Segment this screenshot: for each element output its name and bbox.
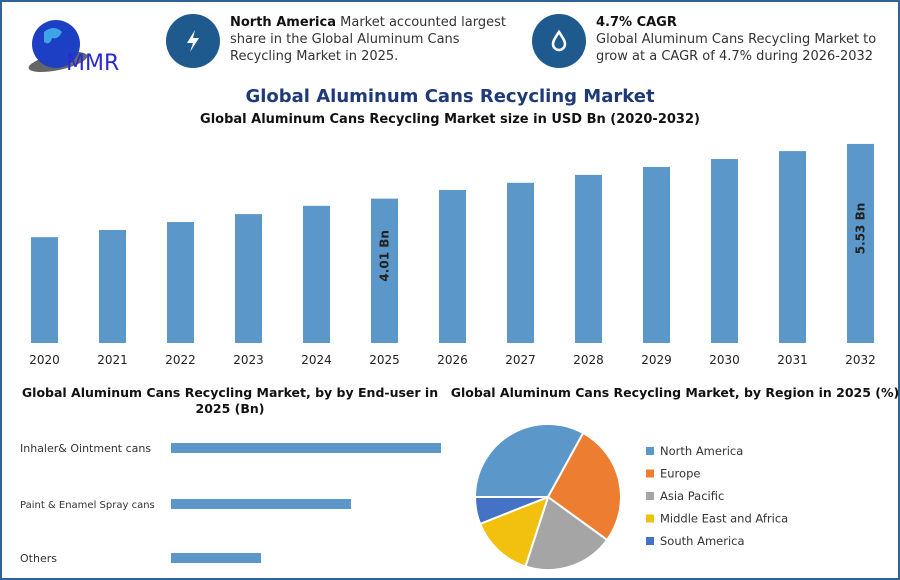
x-tick-2032: 2032	[845, 353, 876, 367]
legend-label: South America	[660, 534, 745, 548]
category-label: Others	[20, 552, 57, 565]
region-chart: North America Europe Asia Pacific Middle Ea…	[473, 423, 788, 571]
data-label-2025: 4.01 Bn	[378, 230, 392, 281]
x-tick-2024: 2024	[301, 353, 332, 367]
legend-swatch	[646, 447, 654, 455]
hbar	[171, 499, 351, 509]
bar-2027	[507, 182, 534, 343]
x-tick-2026: 2026	[437, 353, 468, 367]
x-tick-2023: 2023	[233, 353, 264, 367]
bar-2024	[303, 205, 330, 343]
legend-swatch	[646, 492, 654, 500]
mmr-logo: MMR	[18, 14, 138, 78]
enduser-chart: Inhaler& Ointment cans Paint & Enamel Spr…	[20, 442, 441, 565]
pie-slice-europe	[546, 431, 622, 542]
bar-2025	[371, 198, 398, 343]
info-cagr: 4.7% CAGR Global Aluminum Cans Recycling …	[532, 14, 892, 68]
x-tick-2030: 2030	[709, 353, 740, 367]
x-tick-2029: 2029	[641, 353, 672, 367]
hbar	[171, 553, 261, 563]
data-label-2032: 5.53 Bn	[854, 203, 868, 254]
bar-2031	[779, 151, 806, 343]
pie-slice-middle-east-and-africa	[478, 495, 550, 568]
legend-swatch	[646, 514, 654, 523]
x-tick-2028: 2028	[573, 353, 604, 367]
x-tick-2031: 2031	[777, 353, 808, 367]
region-chart-title: Global Aluminum Cans Recycling Market, b…	[450, 385, 900, 400]
pie-slice-north-america	[473, 423, 585, 498]
pie-slice-south-america	[473, 496, 549, 526]
info-north-america: North America Market accounted largest s…	[166, 14, 516, 68]
bar-2029	[643, 166, 670, 343]
hbar	[171, 443, 441, 453]
x-tick-2021: 2021	[97, 353, 128, 367]
bar-2021	[99, 229, 126, 343]
legend-label: North America	[660, 444, 743, 458]
bar-2023	[235, 214, 262, 343]
lightning-icon	[166, 14, 220, 68]
bar-2020	[31, 237, 58, 343]
x-tick-2022: 2022	[165, 353, 196, 367]
legend-label: Europe	[660, 467, 700, 481]
bar-2026	[439, 190, 466, 343]
info2-bold: 4.7% CAGR	[596, 15, 677, 30]
bar-2022	[167, 222, 194, 343]
x-tick-2025: 2025	[369, 353, 400, 367]
bar-2028	[575, 174, 602, 343]
svg-text:MMR: MMR	[66, 51, 119, 76]
pie-slice-asia-pacific	[524, 495, 609, 571]
x-tick-2020: 2020	[29, 353, 60, 367]
x-tick-2027: 2027	[505, 353, 536, 367]
bar-2030	[711, 159, 738, 343]
bar-2032	[847, 143, 874, 343]
main-title: Global Aluminum Cans Recycling Market	[245, 86, 655, 107]
category-label: Paint & Enamel Spray cans	[20, 500, 155, 511]
info1-bold: North America	[230, 15, 336, 30]
legend-label: Asia Pacific	[660, 489, 724, 503]
legend-label: Middle East and Africa	[660, 512, 788, 526]
bar-chart-title: Global Aluminum Cans Recycling Market si…	[200, 112, 700, 127]
legend-swatch	[646, 469, 654, 478]
water-drop-icon	[532, 14, 586, 68]
info1-text: Market accounted largest share in the Gl…	[230, 15, 506, 64]
info2-text: Global Aluminum Cans Recycling Market to…	[596, 32, 877, 64]
category-label: Inhaler& Ointment cans	[20, 442, 151, 455]
bar-chart: 2020 2021 2022 2023 2024 2025 4.01 Bn 2026 2027 2…	[29, 143, 876, 367]
enduser-chart-title: Global Aluminum Cans Recycling Market, b…	[21, 385, 439, 416]
legend-swatch	[646, 537, 654, 545]
